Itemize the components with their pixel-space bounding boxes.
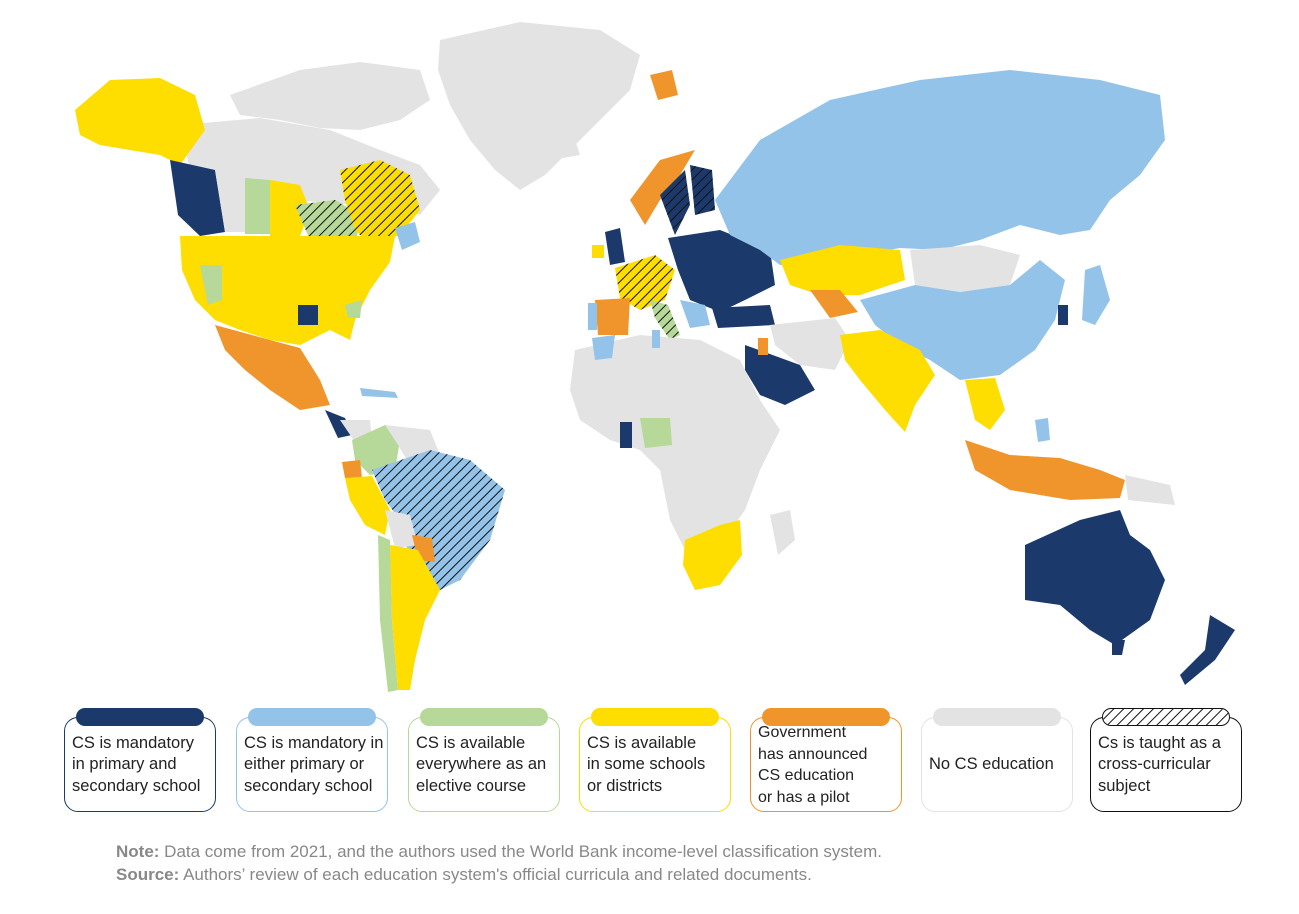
region-spain [595,298,630,335]
legend-item-mandatory-either: CS is mandatory in either primary or sec… [236,708,388,812]
world-map [75,22,1235,692]
region-india [840,330,935,432]
region-ireland [592,245,604,258]
region-mexico [215,325,330,410]
legend-box [579,717,731,812]
region-iceland [540,140,580,160]
region-ecuador [342,460,362,478]
legend-label: CS is mandatory in either primary or sec… [244,733,384,795]
legend-label: CS is available everywhere as an electiv… [416,733,547,795]
region-ghana [620,422,632,448]
legend-swatch [933,708,1061,726]
region-italy-hatch [650,300,680,340]
region-alaska [75,78,205,165]
region-quebec-hatch [340,160,420,245]
region-africa [570,335,780,560]
region-canada-arctic [230,62,430,130]
region-bolivia [385,510,418,548]
legend-swatch [420,708,548,726]
legend-swatch-hatched [1102,708,1230,726]
region-japan [1082,265,1110,325]
region-madagascar [770,510,795,555]
region-russia [715,70,1165,265]
legend-box [408,717,560,812]
region-indonesia [965,440,1125,500]
footnotes: Note: Data come from 2021, and the autho… [116,840,1216,886]
region-brazil-hatch [372,450,505,595]
region-philippines [1035,418,1050,442]
region-levant [758,338,768,355]
legend-box [921,717,1073,812]
region-caribbean [360,388,398,398]
region-korea [1058,305,1068,325]
region-svalbard [650,70,678,100]
region-uk [605,228,625,265]
legend-item-mandatory-both: CS is mandatory in primary and secondary… [64,708,216,812]
legend-box [236,717,388,812]
region-southeast-asia [965,378,1005,430]
region-chile [378,535,398,692]
note-text: Data come from 2021, and the authors use… [159,842,882,861]
region-saskatchewan [245,178,270,234]
legend-swatch [591,708,719,726]
legend-box [1090,717,1242,812]
region-france-germany-hatch [615,255,675,310]
region-greenland [438,22,640,190]
legend-label: No CS education [929,755,1054,774]
source-text: Authors’ review of each education system… [179,865,812,884]
region-colombia [352,425,400,475]
source-line: Source: Authors’ review of each educatio… [116,863,1216,886]
region-usa-virginia [345,300,362,318]
region-sweden-hatch [660,170,690,235]
region-atlantic-canada [395,222,420,250]
region-saudi-arabia [745,345,815,405]
region-portugal [588,303,597,330]
legend-item-elective-everywhere: CS is available everywhere as an electiv… [408,708,560,812]
region-morocco [592,335,615,360]
region-usa-arkansas [298,305,318,325]
legend-label: CS is mandatory in primary and secondary… [72,733,201,795]
note-line: Note: Data come from 2021, and the autho… [116,840,1216,863]
legend-swatch [248,708,376,726]
region-southern-africa [683,520,742,590]
legend-label: Cs is taught as a cross-curricular subje… [1098,733,1221,795]
legend-box [64,717,216,812]
region-papua [1125,475,1175,505]
region-alberta [215,170,245,232]
source-label: Source: [116,865,180,884]
region-argentina [390,545,440,690]
region-nigeria [640,418,672,448]
legend-label: CS is available in some schools or distr… [587,733,706,795]
legend-item-announced-pilot: Government has announced CS education or… [750,708,902,812]
region-uzbekistan [810,290,858,318]
legend-item-none: No CS education [921,708,1073,812]
region-british-columbia [170,160,225,236]
note-label: Note: [116,842,160,861]
region-peru [345,476,390,535]
region-manitoba [270,180,310,236]
region-usa [180,236,395,345]
region-usa-nevada [200,265,222,305]
region-balkans [680,300,710,328]
region-eastern-europe [668,230,775,312]
legend: CS is mandatory in primary and secondary… [64,708,1249,816]
region-iran-middle-east [770,318,850,370]
region-kazakhstan [780,245,905,295]
region-turkey [712,305,775,328]
region-australia [1025,510,1165,645]
legend-swatch [76,708,204,726]
legend-item-some-schools: CS is available in some schools or distr… [579,708,731,812]
region-tunisia [652,330,660,348]
legend-item-cross-curricular: Cs is taught as a cross-curricular subje… [1090,708,1242,812]
legend-label: Government has announced CS education or… [758,724,868,806]
region-norway [630,150,695,225]
region-tasmania [1112,640,1125,655]
region-new-zealand [1180,615,1235,685]
region-central-america [325,410,352,438]
region-mongolia [910,245,1020,292]
legend-swatch [762,708,890,726]
region-finland-hatch [690,165,715,215]
